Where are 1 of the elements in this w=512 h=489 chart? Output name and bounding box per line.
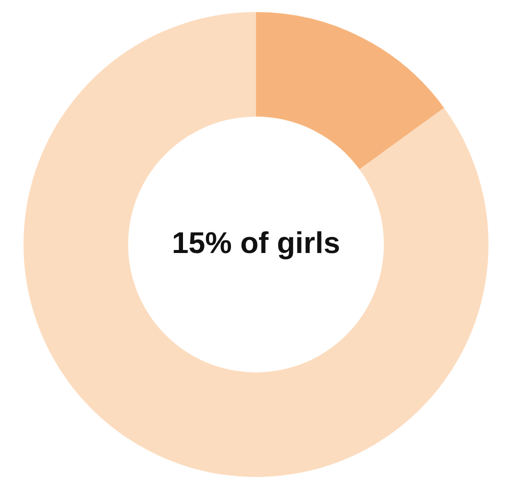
text: 15% of girls bbox=[172, 226, 340, 260]
